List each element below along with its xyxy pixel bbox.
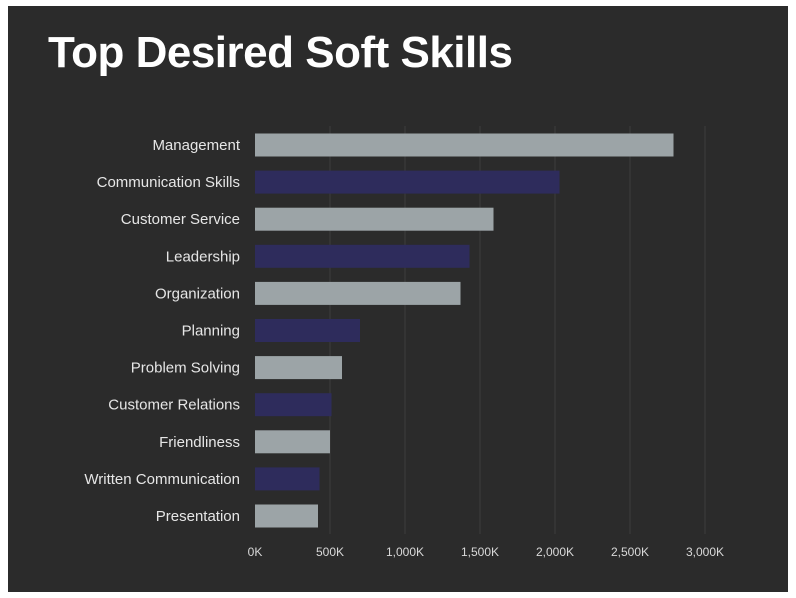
bar bbox=[255, 281, 461, 305]
x-tick-label: 1,000K bbox=[386, 545, 424, 559]
category-label: Friendliness bbox=[159, 434, 240, 451]
bar bbox=[255, 393, 332, 417]
bar bbox=[255, 244, 470, 268]
gridlines bbox=[329, 126, 706, 534]
bar bbox=[255, 170, 560, 194]
category-label: Written Communication bbox=[84, 471, 240, 488]
category-label: Customer Relations bbox=[108, 397, 240, 414]
category-label: Presentation bbox=[156, 508, 240, 525]
bar bbox=[255, 133, 674, 157]
chart-panel: Top Desired Soft Skills Management Commun… bbox=[8, 6, 788, 592]
bar bbox=[255, 356, 342, 380]
bar-chart: Management Communication Skills Customer S… bbox=[84, 126, 724, 559]
x-tick-label: 2,500K bbox=[611, 545, 649, 559]
category-label: Management bbox=[152, 137, 240, 154]
bar bbox=[255, 430, 330, 454]
category-label: Planning bbox=[182, 323, 240, 340]
category-label: Communication Skills bbox=[97, 174, 240, 191]
x-tick-label: 500K bbox=[316, 545, 344, 559]
bars bbox=[255, 133, 674, 528]
category-labels: Management Communication Skills Customer S… bbox=[84, 137, 240, 525]
x-tick-label: 1,500K bbox=[461, 545, 499, 559]
chart-title: Top Desired Soft Skills bbox=[48, 28, 513, 77]
bar bbox=[255, 467, 320, 491]
category-label: Customer Service bbox=[121, 211, 240, 228]
x-tick-label: 2,000K bbox=[536, 545, 574, 559]
bar bbox=[255, 504, 318, 528]
category-label: Problem Solving bbox=[131, 360, 240, 377]
x-axis-ticks: 0K 500K 1,000K 1,500K 2,000K 2,500K 3,000K bbox=[248, 545, 724, 559]
x-tick-label: 3,000K bbox=[686, 545, 724, 559]
x-tick-label: 0K bbox=[248, 545, 263, 559]
bar bbox=[255, 207, 494, 231]
category-label: Leadership bbox=[166, 248, 240, 265]
bar bbox=[255, 319, 360, 342]
category-label: Organization bbox=[155, 285, 240, 302]
